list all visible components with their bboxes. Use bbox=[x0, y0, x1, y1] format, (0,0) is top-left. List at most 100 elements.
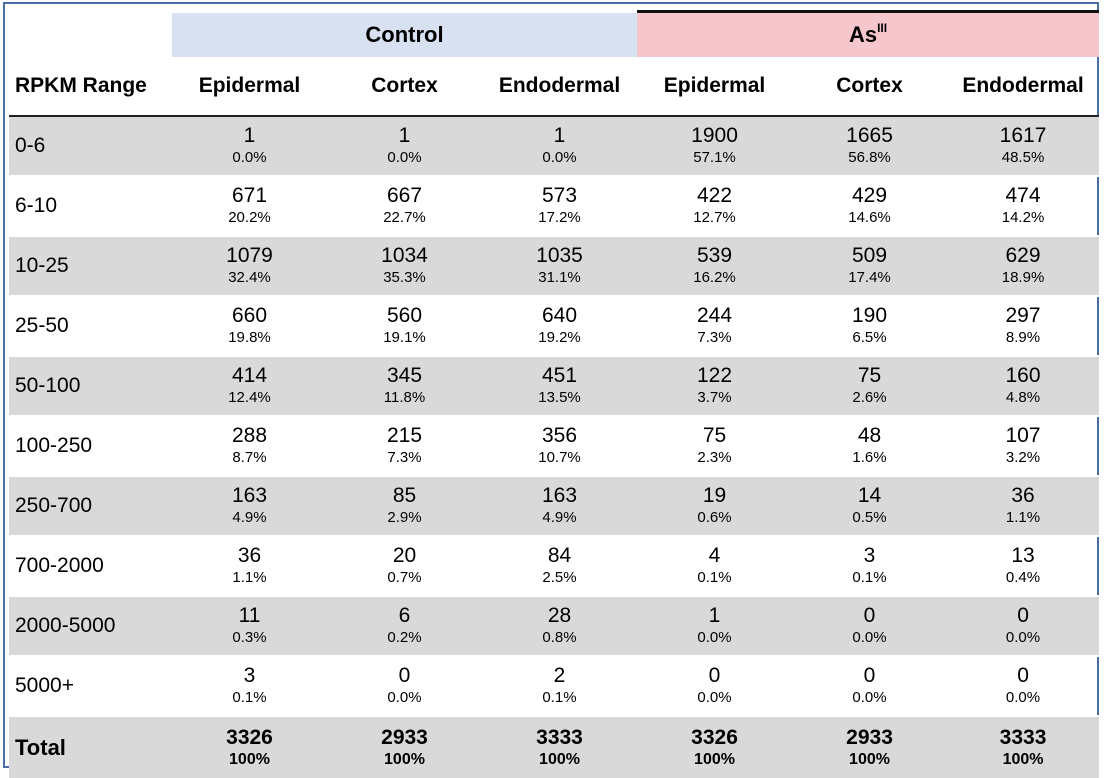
cell-count: 671 bbox=[231, 184, 268, 207]
cell-count: 0 bbox=[708, 664, 721, 687]
cell-percent: 35.3% bbox=[383, 269, 426, 286]
table-cell-control-endodermal: 451 13.5% bbox=[482, 356, 638, 417]
column-header-control-endodermal: Endodermal bbox=[482, 57, 638, 117]
table-cell-control-cortex: 560 19.1% bbox=[327, 296, 482, 357]
cell-count: 20 bbox=[392, 544, 417, 567]
cell-count: 3326 bbox=[691, 725, 738, 749]
cell-percent: 0.4% bbox=[1005, 569, 1041, 586]
cell-count: 11 bbox=[238, 604, 261, 627]
cell-count: 1079 bbox=[226, 244, 273, 267]
table-cell-as-epidermal: 122 3.7% bbox=[637, 356, 793, 417]
column-header-as-cortex: Cortex bbox=[792, 57, 948, 117]
cell-count: 6 bbox=[398, 604, 411, 627]
cell-count: 122 bbox=[696, 364, 733, 387]
cell-count: 0 bbox=[863, 664, 876, 687]
table-cell-as-epidermal: 539 16.2% bbox=[637, 236, 793, 297]
cell-count: 429 bbox=[851, 184, 888, 207]
cell-percent: 100% bbox=[849, 750, 890, 768]
table-cell-control-cortex: 6 0.2% bbox=[327, 596, 482, 657]
cell-percent: 100% bbox=[694, 750, 735, 768]
cell-percent: 0.3% bbox=[232, 629, 267, 646]
cell-percent: 100% bbox=[1002, 750, 1044, 768]
table-cell-control-epidermal: 11 0.3% bbox=[172, 596, 327, 657]
row-range-label: 10-25 bbox=[9, 236, 172, 297]
table-cell-as-epidermal: 4 0.1% bbox=[637, 536, 793, 597]
table-row: 50-100 414 12.4% 345 11.8% 451 13.5% 122 3.7% 75 2… bbox=[9, 356, 1100, 417]
table-row: 6-10 671 20.2% 667 22.7% 573 17.2% 422 12.7% 429 1… bbox=[9, 176, 1100, 237]
cell-percent: 0.0% bbox=[697, 689, 732, 706]
table-cell-control-endodermal: 356 10.7% bbox=[482, 416, 638, 477]
cell-count: 48 bbox=[857, 424, 882, 447]
cell-count: 288 bbox=[231, 424, 268, 447]
cell-percent: 0.1% bbox=[852, 569, 887, 586]
table-cell-as-endodermal: 36 1.1% bbox=[947, 476, 1100, 537]
cell-percent: 6.5% bbox=[852, 329, 887, 346]
table-cell-as-cortex: 190 6.5% bbox=[792, 296, 948, 357]
cell-count: 667 bbox=[386, 184, 423, 207]
cell-percent: 0.0% bbox=[697, 629, 732, 646]
cell-percent: 10.7% bbox=[538, 449, 581, 466]
table-cell-control-cortex: 667 22.7% bbox=[327, 176, 482, 237]
cell-count: 297 bbox=[1005, 304, 1041, 327]
cell-percent: 4.9% bbox=[542, 509, 577, 526]
cell-count: 660 bbox=[231, 304, 268, 327]
table-cell-as-epidermal: 244 7.3% bbox=[637, 296, 793, 357]
cell-count: 19 bbox=[702, 484, 727, 507]
cell-count: 163 bbox=[541, 484, 578, 507]
table-row: 5000+ 3 0.1% 0 0.0% 2 0.1% 0 0.0% 0 0.0% 0 0.0% bbox=[9, 656, 1100, 717]
table-cell-as-endodermal: 13 0.4% bbox=[947, 536, 1100, 597]
table-body: 0-6 1 0.0% 1 0.0% 1 0.0% 1900 57.1% 1665 56.8% 1617… bbox=[9, 116, 1100, 778]
cell-count: 1617 bbox=[999, 124, 1047, 147]
cell-percent: 4.8% bbox=[1005, 389, 1041, 406]
table-row: 700-2000 36 1.1% 20 0.7% 84 2.5% 4 0.1% 3 0.1% 13 0.… bbox=[9, 536, 1100, 597]
cell-count: 85 bbox=[392, 484, 417, 507]
table-cell-as-cortex: 429 14.6% bbox=[792, 176, 948, 237]
cell-count: 4 bbox=[708, 544, 721, 567]
cell-percent: 13.5% bbox=[538, 389, 581, 406]
table-cell-as-endodermal: 160 4.8% bbox=[947, 356, 1100, 417]
table-cell-control-endodermal: 84 2.5% bbox=[482, 536, 638, 597]
table-cell-control-endodermal: 2 0.1% bbox=[482, 656, 638, 717]
cell-count: 0 bbox=[398, 664, 411, 687]
cell-count: 1035 bbox=[536, 244, 583, 267]
cell-percent: 0.1% bbox=[542, 689, 577, 706]
cell-percent: 2.5% bbox=[542, 569, 577, 586]
cell-count: 509 bbox=[851, 244, 888, 267]
group-header-as-base: As bbox=[848, 22, 878, 47]
table-cell-as-epidermal: 1900 57.1% bbox=[637, 116, 793, 177]
total-label: Total bbox=[9, 715, 172, 778]
table-cell-control-endodermal: 163 4.9% bbox=[482, 476, 638, 537]
table-cell-as-cortex: 0 0.0% bbox=[792, 656, 948, 717]
cell-percent: 1.6% bbox=[852, 449, 887, 466]
cell-percent: 11.8% bbox=[383, 389, 426, 406]
cell-count: 629 bbox=[1005, 244, 1041, 267]
cell-percent: 0.1% bbox=[232, 689, 267, 706]
table-row: 10-25 1079 32.4% 1034 35.3% 1035 31.1% 539 16.2%… bbox=[9, 236, 1100, 297]
cell-percent: 100% bbox=[229, 750, 270, 768]
cell-count: 1665 bbox=[846, 124, 893, 147]
cell-count: 474 bbox=[1005, 184, 1041, 207]
table-cell-control-endodermal: 640 19.2% bbox=[482, 296, 638, 357]
table-cell-control-cortex: 1 0.0% bbox=[327, 116, 482, 177]
column-header-row: RPKM Range Epidermal Cortex Endodermal E… bbox=[9, 57, 1100, 117]
cell-percent: 0.2% bbox=[387, 629, 422, 646]
cell-count: 356 bbox=[541, 424, 578, 447]
table-cell-control-endodermal: 573 17.2% bbox=[482, 176, 638, 237]
table-cell-control-cortex: 2933 100% bbox=[327, 715, 482, 778]
cell-count: 2933 bbox=[381, 725, 428, 749]
cell-percent: 0.6% bbox=[697, 509, 732, 526]
cell-count: 163 bbox=[231, 484, 268, 507]
cell-percent: 1.1% bbox=[1005, 509, 1041, 526]
cell-percent: 100% bbox=[539, 750, 580, 768]
table-frame: Control AsIII RPKM Range Epidermal Corte… bbox=[3, 2, 1100, 778]
table-cell-as-cortex: 48 1.6% bbox=[792, 416, 948, 477]
cell-percent: 4.9% bbox=[232, 509, 267, 526]
row-range-label: 25-50 bbox=[9, 296, 172, 357]
cell-count: 75 bbox=[702, 424, 727, 447]
table-cell-as-epidermal: 75 2.3% bbox=[637, 416, 793, 477]
row-range-label: 5000+ bbox=[9, 656, 172, 717]
table-cell-as-cortex: 1665 56.8% bbox=[792, 116, 948, 177]
table-row: 25-50 660 19.8% 560 19.1% 640 19.2% 244 7.3% 190 6… bbox=[9, 296, 1100, 357]
cell-count: 84 bbox=[547, 544, 572, 567]
cell-count: 539 bbox=[696, 244, 733, 267]
